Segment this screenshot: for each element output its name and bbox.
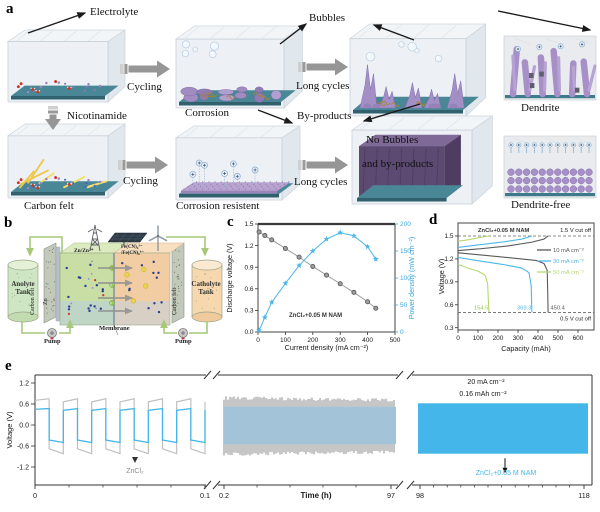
svg-text:ZnCl₂: ZnCl₂: [126, 468, 144, 475]
fe-couple-label: Fe(CN)₆³⁻ /Fe(CN)₆⁴⁻: [121, 245, 144, 256]
svg-text:500: 500: [553, 335, 564, 342]
corrosion-resistent-label: Corrosion resistent: [176, 200, 260, 212]
svg-text:400: 400: [533, 335, 544, 342]
svg-text:200: 200: [400, 221, 411, 228]
svg-text:150: 150: [400, 248, 411, 255]
svg-text:20 mA cm⁻²: 20 mA cm⁻²: [467, 379, 505, 386]
svg-text:98: 98: [416, 491, 424, 500]
svg-text:ZnCl₂+0.05 M NAM: ZnCl₂+0.05 M NAM: [476, 470, 537, 477]
pump-right-label: Pump: [175, 338, 192, 345]
nicotinamide-label: Nicotinamide: [67, 110, 127, 122]
svg-text:ZnCl₂+0.05 M NAM: ZnCl₂+0.05 M NAM: [289, 313, 342, 319]
svg-text:0.2: 0.2: [219, 491, 229, 500]
svg-text:1.2: 1.2: [444, 256, 453, 263]
svg-text:0.1: 0.1: [200, 491, 210, 500]
svg-text:30 mA cm⁻²: 30 mA cm⁻²: [553, 259, 584, 265]
chart-e-cycling: 1.2 0.6 0.0 -0.6 -1.2 0 0.1 0.2 97 98 118 20 mA cm⁻…: [5, 370, 593, 500]
svg-text:1.2: 1.2: [244, 243, 253, 250]
svg-text:0.3: 0.3: [244, 308, 253, 315]
anolyte-tank-label: Anolyte Tank: [11, 280, 35, 296]
svg-text:1.5: 1.5: [244, 221, 253, 228]
panel-a-label: a: [6, 1, 14, 17]
svg-text:100: 100: [473, 335, 484, 342]
pump-left-label: Pump: [44, 338, 61, 345]
svg-text:Voltage (V): Voltage (V): [437, 259, 446, 295]
svg-text:Discharge voltage (V): Discharge voltage (V): [225, 243, 234, 312]
svg-text:300: 300: [335, 337, 346, 344]
svg-text:Power density (mW cm⁻²): Power density (mW cm⁻²): [407, 237, 416, 319]
panel-d-label: d: [429, 212, 438, 228]
svg-text:0.9: 0.9: [244, 264, 253, 271]
catholyte-tank-label: Catholyte Tank: [191, 280, 221, 296]
svg-text:600: 600: [573, 335, 584, 342]
panel-c-label: c: [227, 214, 234, 230]
dendrite-free-label: Dendrite-free: [511, 199, 571, 211]
chart-c-polarization: 0 100 200 300 400 500 0.0 0.3 0.6 0.9 1.2 1.5 0 50 100…: [225, 221, 416, 352]
svg-text:0: 0: [33, 491, 37, 500]
dendrite-label: Dendrite: [521, 102, 560, 114]
no-bubbles-label-line1: No Bubbles: [366, 134, 419, 146]
by-products-label: By-products: [297, 110, 352, 122]
svg-text:-1.2: -1.2: [17, 464, 29, 471]
panel-b-label: b: [4, 215, 13, 231]
svg-text:1.5: 1.5: [444, 233, 453, 240]
svg-text:Time (h): Time (h): [301, 491, 332, 500]
carbon-felt-label: Carbon felt: [24, 200, 74, 212]
svg-text:0.3: 0.3: [444, 325, 453, 332]
svg-text:0.16 mAh cm⁻²: 0.16 mAh cm⁻²: [459, 391, 507, 398]
panel-e-label: e: [5, 358, 12, 374]
svg-text:1.5 V cut off: 1.5 V cut off: [560, 228, 591, 234]
svg-text:0.9: 0.9: [444, 279, 453, 286]
svg-text:Voltage (V): Voltage (V): [5, 411, 14, 449]
zn-couple-label: Zn/Zn²⁺: [74, 248, 94, 254]
corrosion-label: Corrosion: [185, 107, 229, 119]
chart-d-capacity: 0 100 200 300 400 500 600 0.3 0.6 0.9 1.2 1.5 1.5 V …: [437, 222, 595, 353]
no-bubbles-label-line2: and by-products: [362, 158, 434, 170]
svg-text:97: 97: [387, 491, 395, 500]
svg-text:400: 400: [362, 337, 373, 344]
svg-text:K⁺: K⁺: [110, 283, 114, 287]
svg-text:0.0: 0.0: [244, 329, 253, 336]
svg-text:50: 50: [400, 302, 408, 309]
cycling-top-label: Cycling: [127, 81, 162, 93]
panel-a-schematic: [6, 10, 597, 205]
long-cycles-top-label: Long cycles: [296, 80, 350, 92]
cycling-bottom-label: Cycling: [123, 175, 158, 187]
svg-text:ZnCl₂+0.05 M NAM: ZnCl₂+0.05 M NAM: [478, 228, 530, 234]
bubbles-label: Bubbles: [309, 12, 346, 24]
carbon-felt-left-label: Carbon felt: [30, 287, 36, 315]
svg-text:10 mA cm⁻²: 10 mA cm⁻²: [553, 248, 584, 254]
svg-text:50 mA cm⁻²: 50 mA cm⁻²: [553, 270, 584, 276]
svg-text:-0.6: -0.6: [17, 443, 29, 450]
svg-text:0: 0: [400, 329, 404, 336]
svg-text:100: 100: [400, 275, 411, 282]
svg-text:K⁺: K⁺: [110, 301, 114, 305]
svg-text:200: 200: [307, 337, 318, 344]
svg-text:0: 0: [256, 337, 260, 344]
svg-text:500: 500: [390, 337, 401, 344]
svg-text:0.6: 0.6: [444, 302, 453, 309]
svg-text:0.0: 0.0: [19, 422, 29, 429]
svg-text:0.5 V cut off: 0.5 V cut off: [560, 316, 591, 322]
svg-text:100: 100: [280, 337, 291, 344]
svg-text:154.5: 154.5: [474, 305, 489, 311]
svg-text:Capacity (mAh): Capacity (mAh): [501, 344, 551, 353]
svg-text:0: 0: [456, 335, 460, 342]
svg-text:118: 118: [578, 491, 589, 500]
panel-b-flow-battery-schematic: K⁺K⁺K⁺: [7, 224, 223, 340]
svg-text:200: 200: [493, 335, 504, 342]
svg-text:0.6: 0.6: [19, 401, 29, 408]
long-cycles-bottom-label: Long cycles: [294, 176, 348, 188]
svg-text:300: 300: [513, 335, 524, 342]
svg-text:369.3: 369.3: [517, 305, 532, 311]
membrane-label: Membrane: [99, 325, 130, 332]
svg-text:Current density (mA cm⁻²): Current density (mA cm⁻²): [285, 343, 369, 352]
zn-layer-label: Zn: [43, 298, 49, 305]
svg-text:450.4: 450.4: [550, 305, 565, 311]
electrolyte-label: Electrolyte: [90, 6, 139, 18]
svg-text:0.6: 0.6: [244, 286, 253, 293]
carbon-felt-right-label: Carbon felt: [172, 287, 178, 315]
svg-text:1.2: 1.2: [19, 380, 29, 387]
